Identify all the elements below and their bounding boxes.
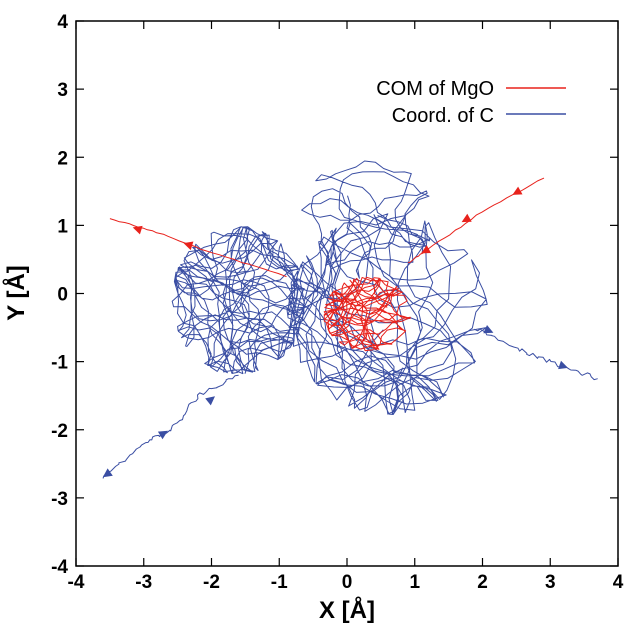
coord-c-trajectory (286, 213, 488, 415)
trajectory-arrowhead (558, 360, 568, 370)
x-tick-label: 2 (477, 572, 488, 593)
trajectory-arrowhead (461, 213, 472, 223)
legend-label-com-mgo: COM of MgO (376, 78, 494, 100)
y-tick-label: 0 (57, 285, 68, 306)
trajectory-arrowhead (483, 325, 494, 334)
y-tick-label: 3 (57, 80, 68, 101)
coord-c-exit-path (473, 328, 598, 381)
trajectory-arrowhead (102, 468, 113, 478)
x-tick-label: -1 (271, 572, 288, 593)
x-axis-label: X [Å] (319, 596, 375, 624)
trajectory-arrowhead (421, 245, 431, 254)
trajectory-arrowhead (132, 225, 143, 235)
trajectory-arrowhead (205, 396, 215, 406)
com-mgo-exit-path (109, 218, 287, 278)
y-tick-label: 2 (57, 148, 68, 169)
plot-area-frame (75, 20, 619, 567)
y-axis-label: Y [Å] (2, 265, 30, 321)
coord-c-trajectory (171, 226, 306, 375)
y-tick-label: -1 (51, 353, 68, 374)
x-tick-label: 0 (342, 572, 353, 593)
x-tick-label: -3 (135, 572, 152, 593)
y-tick-label: -3 (51, 489, 68, 510)
legend-label-coord-c: Coord. of C (392, 105, 494, 127)
coord-c-trajectory (301, 160, 431, 279)
coord-c-entry-path (102, 374, 239, 479)
x-tick-label: -2 (203, 572, 220, 593)
axis-ticks: -4 -3 -2 -1 0 1 2 3 4 -4 -3 -2 -1 0 1 2 3 4 (51, 12, 624, 593)
trajectory-arrowhead (512, 186, 523, 195)
y-tick-label: 1 (57, 216, 68, 237)
x-tick-label: 4 (613, 572, 624, 593)
y-tick-label: 4 (57, 12, 68, 33)
x-tick-label: 3 (545, 572, 556, 593)
trajectory-arrowhead (157, 430, 168, 440)
trajectory-arrowhead (183, 241, 194, 251)
chart-marks (102, 160, 598, 479)
y-tick-label: -2 (51, 421, 68, 442)
x-tick-label: -4 (68, 572, 85, 593)
y-tick-label: -4 (51, 557, 68, 578)
legend: COM of MgO Coord. of C (376, 78, 566, 127)
x-tick-label: 1 (409, 572, 420, 593)
com-mgo-trajectory (323, 276, 411, 352)
